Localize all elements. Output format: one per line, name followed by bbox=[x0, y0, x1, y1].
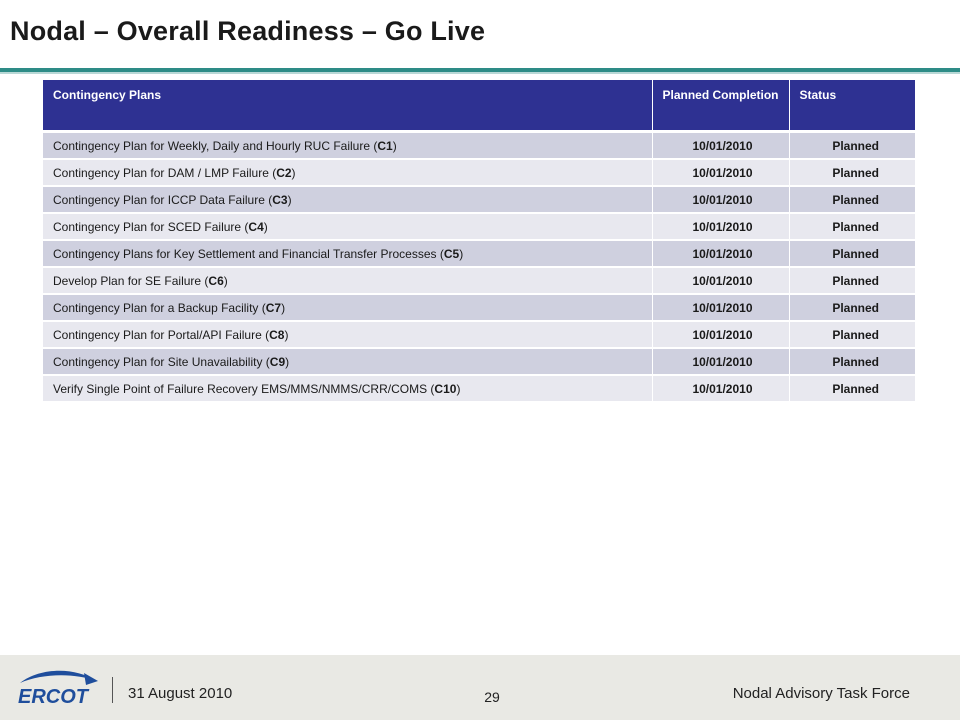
footer: ERCOT 31 August 2010 29 Nodal Advisory T… bbox=[0, 655, 960, 720]
status-cell: Planned bbox=[789, 267, 915, 295]
contingency-plans-table: Contingency Plans Planned Completion Sta… bbox=[43, 80, 915, 403]
title-divider bbox=[0, 68, 960, 72]
plan-name: Develop Plan for SE Failure ( bbox=[53, 273, 209, 288]
plan-code: C1 bbox=[377, 138, 393, 153]
table-row: Contingency Plan for DAM / LMP Failure (… bbox=[43, 159, 915, 187]
plan-code-close: ) bbox=[392, 138, 397, 153]
plan-name-cell: Contingency Plan for a Backup Facility (… bbox=[43, 294, 653, 322]
planned-completion-cell: 10/01/2010 bbox=[652, 267, 790, 295]
planned-completion-cell: 10/01/2010 bbox=[652, 375, 790, 403]
plan-code: C6 bbox=[208, 273, 224, 288]
plan-name: Contingency Plans for Key Settlement and… bbox=[53, 246, 444, 261]
plan-name: Contingency Plan for a Backup Facility ( bbox=[53, 300, 266, 315]
table-row: Contingency Plan for ICCP Data Failure (… bbox=[43, 186, 915, 214]
plan-code: C8 bbox=[269, 327, 285, 342]
plan-name: Contingency Plan for DAM / LMP Failure ( bbox=[53, 165, 277, 180]
plan-name-cell: Develop Plan for SE Failure (C6) bbox=[43, 267, 653, 295]
title-divider-accent bbox=[0, 72, 960, 74]
plan-code-close: ) bbox=[284, 327, 289, 342]
plan-code-close: ) bbox=[223, 273, 228, 288]
table-row: Contingency Plan for a Backup Facility (… bbox=[43, 294, 915, 322]
plan-name: Contingency Plan for Portal/API Failure … bbox=[53, 327, 270, 342]
table-row: Contingency Plans for Key Settlement and… bbox=[43, 240, 915, 268]
status-cell: Planned bbox=[789, 213, 915, 241]
footer-organization: Nodal Advisory Task Force bbox=[732, 685, 910, 702]
plan-name-cell: Contingency Plans for Key Settlement and… bbox=[43, 240, 653, 268]
column-header-status: Status bbox=[789, 80, 915, 133]
plan-code: C7 bbox=[265, 300, 282, 315]
plan-name: Contingency Plan for Weekly, Daily and H… bbox=[53, 138, 378, 153]
plan-code-close: ) bbox=[263, 219, 268, 234]
status-cell: Planned bbox=[789, 321, 915, 349]
plan-code: C3 bbox=[272, 192, 288, 207]
footer-divider bbox=[112, 677, 113, 703]
planned-completion-cell: 10/01/2010 bbox=[652, 131, 790, 160]
plan-name-cell: Contingency Plan for DAM / LMP Failure (… bbox=[43, 159, 653, 187]
status-cell: Planned bbox=[789, 159, 915, 187]
table-header-row: Contingency Plans Planned Completion Sta… bbox=[43, 80, 915, 133]
planned-completion-cell: 10/01/2010 bbox=[652, 186, 790, 214]
plan-name-cell: Contingency Plan for SCED Failure (C4) bbox=[43, 213, 653, 241]
table-row: Develop Plan for SE Failure (C6) 10/01/20… bbox=[43, 267, 915, 295]
page-title: Nodal – Overall Readiness – Go Live bbox=[10, 16, 486, 46]
plan-code: C10 bbox=[434, 381, 457, 396]
table-row: Contingency Plan for Portal/API Failure … bbox=[43, 321, 915, 349]
plan-code-close: ) bbox=[456, 381, 461, 396]
plan-name: Verify Single Point of Failure Recovery … bbox=[53, 381, 435, 396]
planned-completion-cell: 10/01/2010 bbox=[652, 321, 790, 349]
status-cell: Planned bbox=[789, 186, 915, 214]
planned-completion-cell: 10/01/2010 bbox=[652, 240, 790, 268]
plan-code-close: ) bbox=[287, 192, 292, 207]
footer-date: 31 August 2010 bbox=[128, 685, 233, 702]
plan-name-cell: Contingency Plan for Site Unavailability… bbox=[43, 348, 653, 376]
plan-name-cell: Contingency Plan for ICCP Data Failure (… bbox=[43, 186, 653, 214]
planned-completion-cell: 10/01/2010 bbox=[652, 294, 790, 322]
plan-name-cell: Contingency Plan for Weekly, Daily and H… bbox=[43, 131, 653, 160]
planned-completion-cell: 10/01/2010 bbox=[652, 348, 790, 376]
table-row: Verify Single Point of Failure Recovery … bbox=[43, 375, 915, 403]
planned-completion-cell: 10/01/2010 bbox=[652, 213, 790, 241]
status-cell: Planned bbox=[789, 131, 915, 160]
plan-code: C2 bbox=[276, 165, 292, 180]
page-number: 29 bbox=[484, 689, 500, 705]
plan-name: Contingency Plan for Site Unavailability… bbox=[53, 354, 270, 369]
plan-code-close: ) bbox=[285, 354, 290, 369]
plan-name-cell: Verify Single Point of Failure Recovery … bbox=[43, 375, 653, 403]
plan-code-close: ) bbox=[281, 300, 286, 315]
table-row: Contingency Plan for SCED Failure (C4) 10… bbox=[43, 213, 915, 241]
plan-code: C5 bbox=[443, 246, 460, 261]
status-cell: Planned bbox=[789, 294, 915, 322]
plan-name: Contingency Plan for ICCP Data Failure ( bbox=[53, 192, 273, 207]
plan-code: C4 bbox=[248, 219, 264, 234]
column-header-plans: Contingency Plans bbox=[43, 80, 653, 133]
ercot-logo: ERCOT bbox=[18, 670, 98, 708]
logo-text: ERCOT bbox=[18, 686, 90, 708]
status-cell: Planned bbox=[789, 348, 915, 376]
plan-code-close: ) bbox=[291, 165, 296, 180]
plan-name: Contingency Plan for SCED Failure ( bbox=[53, 219, 249, 234]
status-cell: Planned bbox=[789, 375, 915, 403]
column-header-planned-completion: Planned Completion bbox=[652, 80, 790, 133]
status-cell: Planned bbox=[789, 240, 915, 268]
table-row: Contingency Plan for Weekly, Daily and H… bbox=[43, 131, 915, 160]
table-row: Contingency Plan for Site Unavailability… bbox=[43, 348, 915, 376]
plan-code-close: ) bbox=[459, 246, 464, 261]
plan-name-cell: Contingency Plan for Portal/API Failure … bbox=[43, 321, 653, 349]
plan-code: C9 bbox=[269, 354, 286, 369]
planned-completion-cell: 10/01/2010 bbox=[652, 159, 790, 187]
